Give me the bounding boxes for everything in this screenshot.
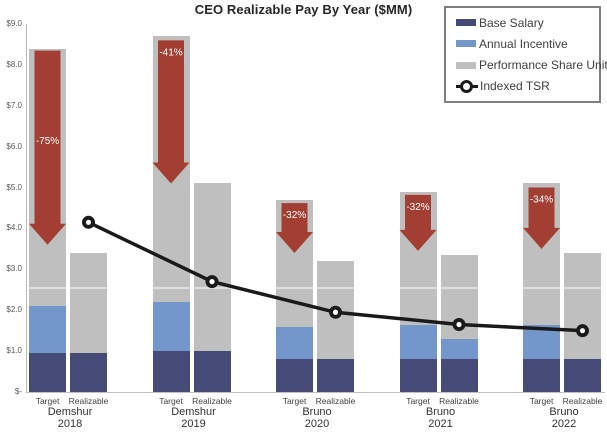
legend-item: Performance Share Units bbox=[456, 58, 607, 72]
bar-label-realizable: Realizable bbox=[439, 396, 479, 406]
target-bar-segment-annual-incentive bbox=[399, 324, 437, 360]
target-bar-segment-annual-incentive bbox=[152, 302, 190, 352]
bar-label-target: Target bbox=[406, 396, 430, 406]
legend-label: Indexed TSR bbox=[480, 79, 550, 94]
bar-label-target: Target bbox=[529, 396, 554, 406]
y-axis-tick-label: $- bbox=[14, 387, 22, 396]
realizable-bar-segment-psu bbox=[440, 255, 478, 339]
y-axis-tick-label: $1.0 bbox=[6, 346, 22, 356]
y-axis-tick-label: $3.0 bbox=[6, 264, 22, 274]
y-axis-tick-label: $9.0 bbox=[6, 19, 22, 28]
legend-item: Indexed TSR bbox=[456, 79, 595, 93]
y-axis-tick-label: $7.0 bbox=[6, 100, 22, 110]
tsr-marker-icon bbox=[456, 79, 478, 93]
bar-label-realizable: Realizable bbox=[562, 396, 603, 406]
y-axis-tick-label: $4.0 bbox=[6, 223, 22, 233]
target-bar-segment-base-salary bbox=[29, 353, 66, 392]
tsr-marker bbox=[82, 215, 95, 229]
realizable-bar-segment-psu bbox=[317, 261, 354, 360]
y-axis-tick-label: $6.0 bbox=[6, 141, 22, 151]
legend-swatch bbox=[456, 19, 476, 27]
year-label: 2020 bbox=[304, 418, 330, 430]
realizable-bar-segment-base-salary bbox=[564, 359, 601, 392]
legend-item: Annual Incentive bbox=[456, 37, 595, 51]
tsr-marker-center bbox=[85, 219, 92, 225]
target-bar-segment-annual-incentive bbox=[276, 326, 313, 360]
realizable-bar-segment-base-salary bbox=[440, 359, 478, 392]
ceo-name-label: Demshur bbox=[47, 406, 93, 418]
legend-label: Annual Incentive bbox=[479, 36, 568, 51]
realizable-bar-segment-psu bbox=[70, 252, 107, 354]
target-bar-segment-psu bbox=[399, 191, 437, 325]
legend-swatch bbox=[456, 61, 476, 69]
target-bar-segment-base-salary bbox=[523, 359, 560, 392]
year-label: 2022 bbox=[551, 418, 577, 430]
year-label: 2018 bbox=[57, 418, 83, 430]
y-axis-tick-label: $2.0 bbox=[6, 305, 22, 315]
realizable-bar-segment-base-salary bbox=[317, 359, 354, 392]
target-bar-segment-psu bbox=[276, 199, 313, 327]
legend-label: Base Salary bbox=[479, 15, 544, 30]
target-bar-segment-base-salary bbox=[152, 351, 190, 392]
bar-label-target: Target bbox=[159, 396, 183, 406]
target-bar-segment-annual-incentive bbox=[523, 324, 560, 360]
target-bar-segment-base-salary bbox=[276, 359, 313, 392]
ceo-name-label: Demshur bbox=[171, 406, 216, 418]
ceo-name-label: Bruno bbox=[302, 406, 332, 418]
realizable-bar-segment-psu bbox=[564, 252, 601, 360]
ceo-name-label: Bruno bbox=[425, 406, 456, 418]
y-axis-line bbox=[26, 24, 27, 392]
bar-label-realizable: Realizable bbox=[68, 396, 109, 406]
bar-label-realizable: Realizable bbox=[315, 396, 356, 406]
realizable-bar-segment-base-salary bbox=[70, 353, 107, 392]
bar-label-realizable: Realizable bbox=[192, 396, 232, 406]
legend-item: Base Salary bbox=[456, 16, 595, 30]
y-axis-tick-label: $8.0 bbox=[6, 59, 22, 69]
target-bar-segment-psu bbox=[29, 48, 66, 307]
legend-swatch bbox=[456, 40, 476, 48]
target-bar-segment-psu bbox=[523, 183, 560, 325]
legend: Base Salary Annual Incentive Performance S… bbox=[444, 6, 607, 103]
realizable-bar-segment-psu bbox=[193, 183, 231, 352]
target-bar-segment-annual-incentive bbox=[29, 306, 66, 354]
bar-label-target: Target bbox=[35, 396, 60, 406]
x-axis-line bbox=[26, 392, 605, 393]
realizable-bar-segment-base-salary bbox=[193, 351, 231, 392]
y-axis-tick-label: $5.0 bbox=[6, 182, 22, 192]
chart-title: CEO Realizable Pay By Year ($MM) bbox=[194, 2, 413, 17]
realizable-bar-segment-annual-incentive bbox=[440, 338, 478, 360]
target-bar-segment-base-salary bbox=[399, 359, 437, 392]
ceo-name-label: Bruno bbox=[549, 406, 579, 418]
faint-gridline bbox=[27, 286, 605, 289]
target-bar-segment-psu bbox=[152, 36, 190, 303]
year-label: 2019 bbox=[181, 418, 206, 430]
bar-label-target: Target bbox=[282, 396, 307, 406]
legend-label: Performance Share Units bbox=[479, 58, 607, 73]
year-label: 2021 bbox=[428, 418, 453, 430]
